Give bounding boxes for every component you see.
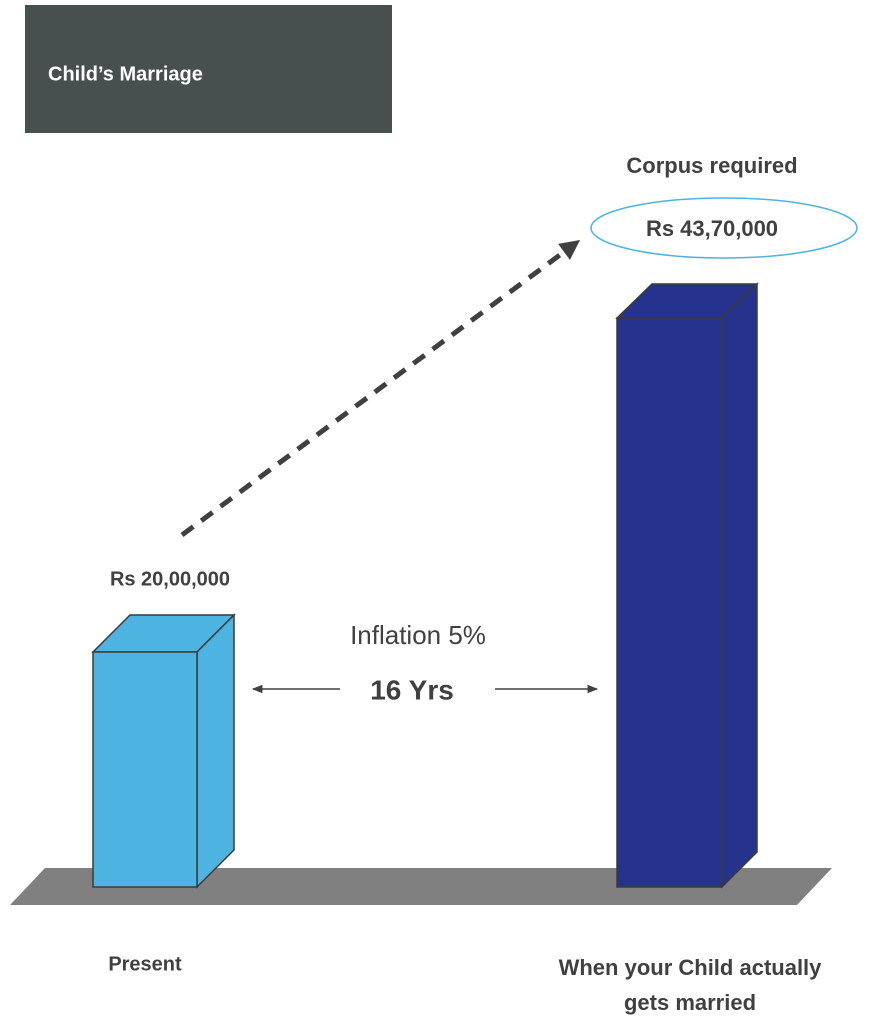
present-amount: Rs 20,00,000 [110,568,230,590]
future-caption: gets married [624,990,756,1015]
present-caption: Present [108,953,182,975]
inflation: Inflation 5% [350,620,486,650]
growth-arrow [180,240,581,538]
future-amount: Rs 43,70,000 [646,216,778,241]
future-heading: Corpus required [626,153,797,178]
future-caption: When your Child actually [559,955,823,980]
duration: 16 Yrs [370,674,454,705]
bar-future [615,282,759,889]
title: Child’s Marriage [48,63,203,85]
amount-ellipse [590,197,858,259]
title-box [25,5,392,133]
bar-present [91,613,236,889]
